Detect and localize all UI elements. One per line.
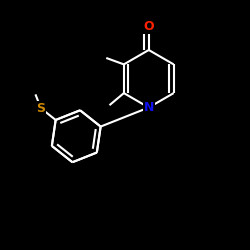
Text: O: O	[144, 20, 154, 33]
Text: N: N	[144, 101, 154, 114]
Text: S: S	[36, 102, 46, 115]
